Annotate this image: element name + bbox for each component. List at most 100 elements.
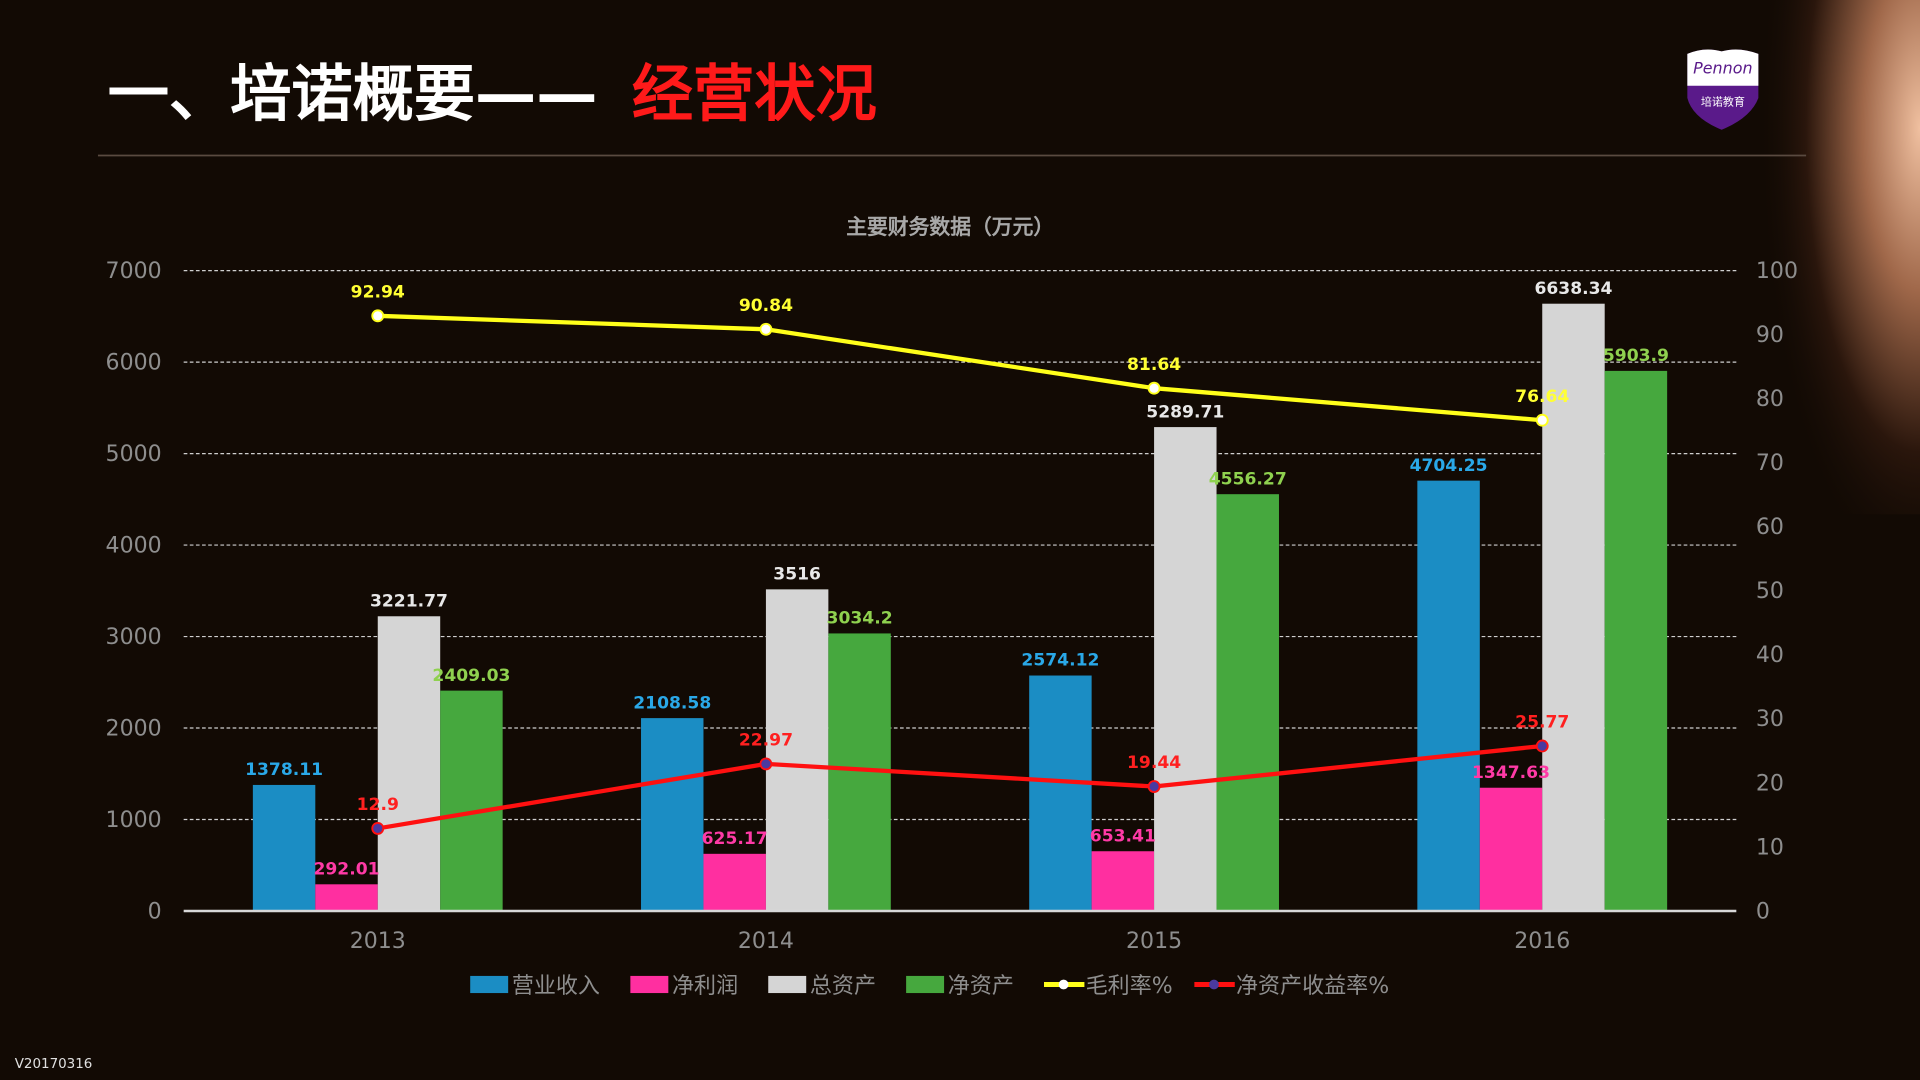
bar-2014-2 bbox=[765, 589, 829, 912]
data-label: 625.17 bbox=[702, 829, 768, 849]
y-left-tick-label: 1000 bbox=[106, 808, 162, 833]
y-right-tick-label: 30 bbox=[1756, 707, 1784, 732]
legend-item: 净资产 bbox=[906, 974, 1014, 999]
x-tick-label: 2015 bbox=[1126, 929, 1182, 954]
legend-swatch bbox=[630, 975, 669, 994]
legend: 营业收入 净利润 总资产 净资产 毛利率% 净资产收益率% bbox=[470, 974, 1389, 999]
data-label: 4556.27 bbox=[1209, 469, 1287, 489]
data-label: 12.9 bbox=[357, 795, 399, 815]
legend-swatch bbox=[470, 975, 509, 994]
bar-2015-0 bbox=[1029, 675, 1092, 912]
legend-swatch bbox=[768, 975, 807, 994]
bar-2014-0 bbox=[641, 718, 704, 912]
title-highlight: 经营状况 bbox=[632, 59, 877, 130]
bar-2015-3 bbox=[1216, 494, 1279, 912]
data-label: 2574.12 bbox=[1021, 651, 1099, 671]
y-right-tick-label: 10 bbox=[1756, 835, 1784, 860]
data-label: 3034.2 bbox=[827, 609, 893, 629]
legend-item: 净资产收益率% bbox=[1194, 974, 1389, 999]
data-label: 19.44 bbox=[1127, 753, 1181, 773]
line-point bbox=[1147, 780, 1161, 793]
data-label: 81.64 bbox=[1127, 355, 1181, 375]
legend-marker bbox=[1209, 979, 1219, 990]
data-label: 3516 bbox=[773, 565, 821, 585]
bar-2016-3 bbox=[1604, 370, 1668, 912]
lines bbox=[371, 309, 1549, 835]
line-point bbox=[371, 821, 385, 835]
legend-item: 净利润 bbox=[630, 974, 738, 999]
y-left-tick-label: 7000 bbox=[106, 259, 162, 284]
legend-item: 总资产 bbox=[768, 974, 876, 999]
legend-label: 总资产 bbox=[810, 974, 876, 999]
bar-2016-0 bbox=[1417, 480, 1480, 912]
line-point bbox=[759, 757, 773, 771]
bar-2015-1 bbox=[1091, 851, 1155, 912]
y-right-tick-label: 40 bbox=[1756, 643, 1784, 668]
legend-label: 净资产收益率% bbox=[1236, 974, 1389, 999]
y-right-tick-label: 100 bbox=[1756, 259, 1798, 284]
line-point bbox=[759, 322, 773, 336]
x-tick-label: 2013 bbox=[350, 929, 406, 954]
y-right-tick-label: 70 bbox=[1756, 451, 1784, 476]
data-label: 92.94 bbox=[351, 282, 405, 302]
line-series-0 bbox=[377, 313, 1543, 423]
chart-title: 主要财务数据（万元） bbox=[846, 215, 1054, 239]
y-right-tick-label: 90 bbox=[1756, 323, 1784, 348]
line-point bbox=[1535, 413, 1549, 427]
legend-label: 毛利率% bbox=[1086, 974, 1173, 999]
y-right-tick-label: 50 bbox=[1756, 579, 1784, 604]
y-right-tick-label: 60 bbox=[1756, 515, 1784, 540]
line-point bbox=[371, 309, 385, 323]
data-label: 6638.34 bbox=[1534, 279, 1612, 299]
data-label: 4704.25 bbox=[1410, 456, 1488, 476]
data-label: 3221.77 bbox=[370, 591, 448, 611]
legend-label: 净资产 bbox=[948, 974, 1014, 999]
y-left-tick-label: 3000 bbox=[106, 625, 162, 650]
bar-2013-1 bbox=[315, 884, 378, 912]
bars bbox=[252, 303, 1668, 912]
y-left-tick-label: 0 bbox=[148, 899, 162, 924]
x-tick-label: 2016 bbox=[1514, 929, 1570, 954]
data-label: 90.84 bbox=[739, 296, 793, 316]
line-series-1 bbox=[377, 743, 1543, 831]
legend-label: 净利润 bbox=[672, 974, 738, 999]
y-axis-right: 0 10 20 30 40 50 60 70 80 90 100 bbox=[1756, 259, 1798, 924]
version-label: V20170316 bbox=[15, 1057, 93, 1072]
data-labels: 1378.11 2108.58 2574.12 4704.25 292.01 625.17… bbox=[245, 279, 1669, 880]
legend-item: 毛利率% bbox=[1043, 974, 1173, 999]
y-left-tick-label: 2000 bbox=[106, 716, 162, 741]
y-right-tick-label: 80 bbox=[1756, 387, 1784, 412]
line-point bbox=[1147, 381, 1161, 395]
data-label: 292.01 bbox=[313, 860, 379, 880]
line-point bbox=[1535, 739, 1549, 753]
logo-subtitle: 培诺教育 bbox=[1701, 94, 1745, 108]
legend-label: 营业收入 bbox=[512, 974, 600, 999]
data-label: 5903.9 bbox=[1603, 346, 1669, 366]
y-left-tick-label: 4000 bbox=[106, 533, 162, 558]
data-label: 5289.71 bbox=[1146, 402, 1224, 422]
bar-2013-3 bbox=[440, 690, 503, 912]
data-label: 2409.03 bbox=[432, 666, 510, 686]
data-label: 25.77 bbox=[1515, 713, 1569, 733]
logo: Pennon 培诺教育 bbox=[1687, 49, 1759, 130]
background-photo bbox=[1738, 0, 1920, 515]
bar-2013-2 bbox=[377, 616, 441, 912]
legend-swatch bbox=[906, 975, 945, 994]
legend-item: 营业收入 bbox=[470, 974, 600, 999]
data-label: 653.41 bbox=[1090, 826, 1156, 846]
y-left-tick-label: 5000 bbox=[106, 442, 162, 467]
x-axis-labels: 2013 2014 2015 2016 bbox=[350, 929, 1571, 954]
y-left-tick-label: 6000 bbox=[106, 350, 162, 375]
data-label: 22.97 bbox=[739, 731, 793, 751]
y-right-tick-label: 20 bbox=[1756, 771, 1784, 796]
title: 一、培诺概要—— 经营状况 bbox=[108, 59, 877, 130]
data-label: 2108.58 bbox=[633, 693, 711, 713]
bar-2015-2 bbox=[1154, 427, 1217, 912]
bar-2014-1 bbox=[703, 853, 766, 912]
data-label: 76.64 bbox=[1515, 387, 1569, 407]
y-right-tick-label: 0 bbox=[1756, 899, 1770, 924]
x-tick-label: 2014 bbox=[738, 929, 794, 954]
legend-marker bbox=[1058, 979, 1069, 990]
y-axis-left: 0 1000 2000 3000 4000 5000 6000 7000 bbox=[106, 259, 162, 924]
